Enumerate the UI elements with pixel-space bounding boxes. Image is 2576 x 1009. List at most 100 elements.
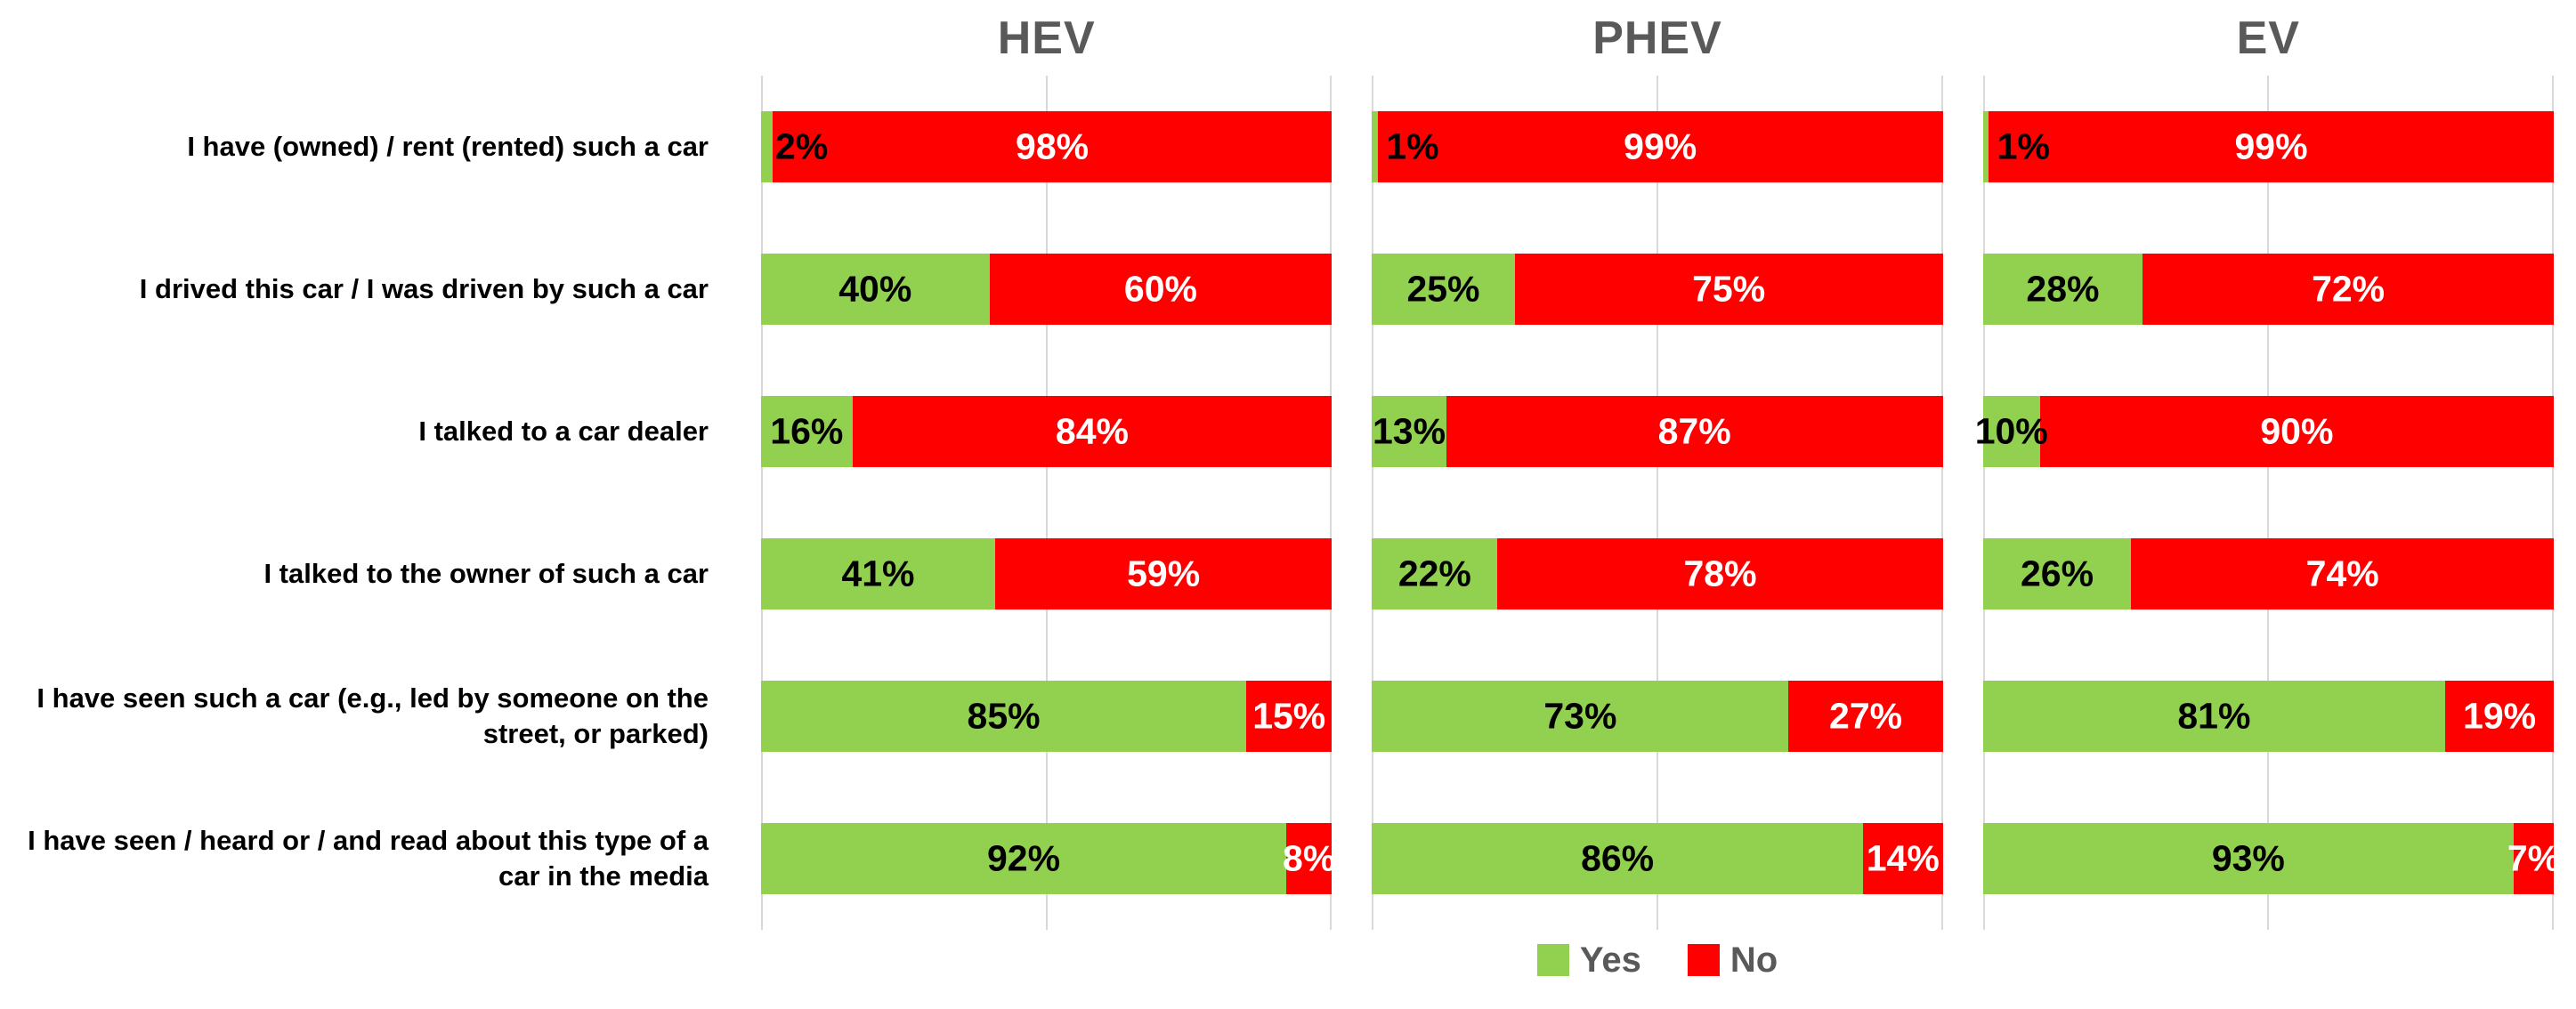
category-label-6: I have seen / heard or / and read about … — [28, 824, 709, 892]
segment-yes: 28% — [1982, 254, 2143, 325]
bar-phev-row-5: 73% 27% — [1372, 681, 1943, 752]
bar-slot-ev-row-5: 81% 19% — [1982, 645, 2554, 787]
bar-slot-phev-row-4: 22% 78% — [1372, 503, 1943, 645]
value-label-yes: 86% — [1581, 837, 1655, 879]
bar-ev-row-4: 26% 74% — [1982, 538, 2554, 609]
bar-slot-phev-row-6: 86% 14% — [1372, 787, 1943, 930]
segment-yes: 1% — [1372, 111, 1439, 182]
segment-no: 15% — [1246, 681, 1333, 752]
panel-hev: 2% 98% 40% 60% 16% 84% 41% 59% 85% 15% 92% 8% — [761, 76, 1336, 930]
legend-label-no: No — [1729, 940, 1778, 980]
bar-slot-ev-row-4: 26% 74% — [1982, 503, 2554, 645]
segment-no: 99% — [1989, 111, 2554, 182]
value-label-no: 60% — [1123, 268, 1197, 310]
corner-spacer — [0, 0, 721, 76]
segment-yes: 41% — [761, 538, 995, 609]
segment-no: 19% — [2445, 681, 2554, 752]
bar-slot-phev-row-2: 25% 75% — [1372, 218, 1943, 360]
bar-slot-phev-row-3: 13% 87% — [1372, 360, 1943, 503]
value-label-no: 87% — [1657, 410, 1731, 452]
category-label-5: I have seen such a car (e.g., led by som… — [36, 682, 709, 749]
segment-no: 7% — [2507, 823, 2560, 894]
value-label-no: 78% — [1683, 553, 1757, 594]
legend-item-no: No — [1687, 940, 1778, 980]
segment-yes: 22% — [1372, 538, 1498, 609]
value-label-yes: 22% — [1397, 553, 1471, 594]
segment-yes: 81% — [1982, 681, 2446, 752]
value-label-yes: 41% — [841, 553, 915, 594]
bar-slot-hev-row-1: 2% 98% — [761, 76, 1333, 218]
value-label-yes: 85% — [967, 695, 1041, 737]
segment-no: 14% — [1862, 823, 1943, 894]
segment-yes: 85% — [761, 681, 1247, 752]
panel-ev: 1% 99% 28% 72% 10% 90% 26% 74% 81% 19% 93% 7% — [1975, 76, 2560, 930]
segment-yes: 86% — [1372, 823, 1863, 894]
category-labels: I have (owned) / rent (rented) such a ca… — [0, 76, 721, 930]
bar-slot-hev-row-4: 41% 59% — [761, 503, 1333, 645]
segment-no: 90% — [2039, 396, 2554, 467]
segment-no: 98% — [772, 111, 1333, 182]
segment-yes: 2% — [761, 111, 828, 182]
value-label-yes: 10% — [1974, 410, 2048, 452]
value-label-no: 72% — [2312, 268, 2386, 310]
bar-phev-row-1: 1% 99% — [1372, 111, 1943, 182]
bar-slot-hev-row-6: 92% 8% — [761, 787, 1336, 930]
segment-yes: 16% — [761, 396, 853, 467]
legend: Yes No — [761, 930, 2554, 1009]
value-label-no: 99% — [1624, 125, 1697, 167]
value-label-no: 99% — [2234, 125, 2308, 167]
bar-hev-row-2: 40% 60% — [761, 254, 1333, 325]
bar-slot-ev-row-3: 10% 90% — [1975, 360, 2554, 503]
bar-slot-hev-row-5: 85% 15% — [761, 645, 1333, 787]
value-label-no: 98% — [1016, 125, 1090, 167]
bar-ev-row-2: 28% 72% — [1982, 254, 2554, 325]
value-label-no: 59% — [1127, 553, 1201, 594]
value-label-yes: 1% — [1386, 125, 1439, 167]
panel-title-ev: EV — [2236, 12, 2300, 64]
segment-no: 59% — [994, 538, 1333, 609]
value-label-no: 90% — [2260, 410, 2334, 452]
category-label-3: I talked to a car dealer — [418, 415, 709, 447]
segment-no: 78% — [1497, 538, 1943, 609]
legend-swatch-no-icon — [1687, 944, 1720, 976]
value-label-yes: 25% — [1406, 268, 1480, 310]
bar-slot-phev-row-5: 73% 27% — [1372, 645, 1943, 787]
segment-yes: 92% — [761, 823, 1287, 894]
bar-ev-row-5: 81% 19% — [1982, 681, 2554, 752]
segment-no: 72% — [2143, 254, 2554, 325]
value-label-no: 8% — [1283, 837, 1336, 879]
segment-yes: 93% — [1982, 823, 2515, 894]
value-label-no: 7% — [2507, 837, 2561, 879]
segment-no: 27% — [1788, 681, 1943, 752]
value-label-yes: 81% — [2177, 695, 2251, 737]
legend-swatch-yes-icon — [1536, 944, 1569, 976]
value-label-yes: 2% — [775, 125, 829, 167]
value-label-yes: 13% — [1372, 410, 1446, 452]
legend-item-yes: Yes — [1536, 940, 1641, 980]
value-label-no: 27% — [1829, 695, 1903, 737]
bar-hev-row-6: 92% 8% — [761, 823, 1336, 894]
segment-no: 8% — [1283, 823, 1336, 894]
panel-phev: 1% 99% 25% 75% 13% 87% 22% 78% 73% 27% 86% 14% — [1372, 76, 1943, 930]
bar-hev-row-5: 85% 15% — [761, 681, 1333, 752]
category-label-1: I have (owned) / rent (rented) such a ca… — [187, 130, 709, 162]
bar-phev-row-4: 22% 78% — [1372, 538, 1943, 609]
bar-phev-row-2: 25% 75% — [1372, 254, 1943, 325]
legend-label-yes: Yes — [1579, 940, 1641, 980]
bar-phev-row-6: 86% 14% — [1372, 823, 1943, 894]
bar-hev-row-4: 41% 59% — [761, 538, 1333, 609]
segment-yes: 1% — [1982, 111, 2050, 182]
segment-no: 99% — [1377, 111, 1943, 182]
segment-no: 87% — [1446, 396, 1943, 467]
value-label-yes: 92% — [986, 837, 1061, 879]
value-label-yes: 40% — [838, 268, 912, 310]
bar-slot-ev-row-6: 93% 7% — [1982, 787, 2560, 930]
bar-hev-row-3: 16% 84% — [761, 396, 1333, 467]
bar-ev-row-1: 1% 99% — [1982, 111, 2554, 182]
value-label-no: 14% — [1866, 837, 1940, 879]
segment-yes: 10% — [1975, 396, 2048, 467]
panel-title-hev: HEV — [997, 12, 1096, 64]
segment-yes: 13% — [1372, 396, 1446, 467]
bar-ev-row-6: 93% 7% — [1982, 823, 2560, 894]
